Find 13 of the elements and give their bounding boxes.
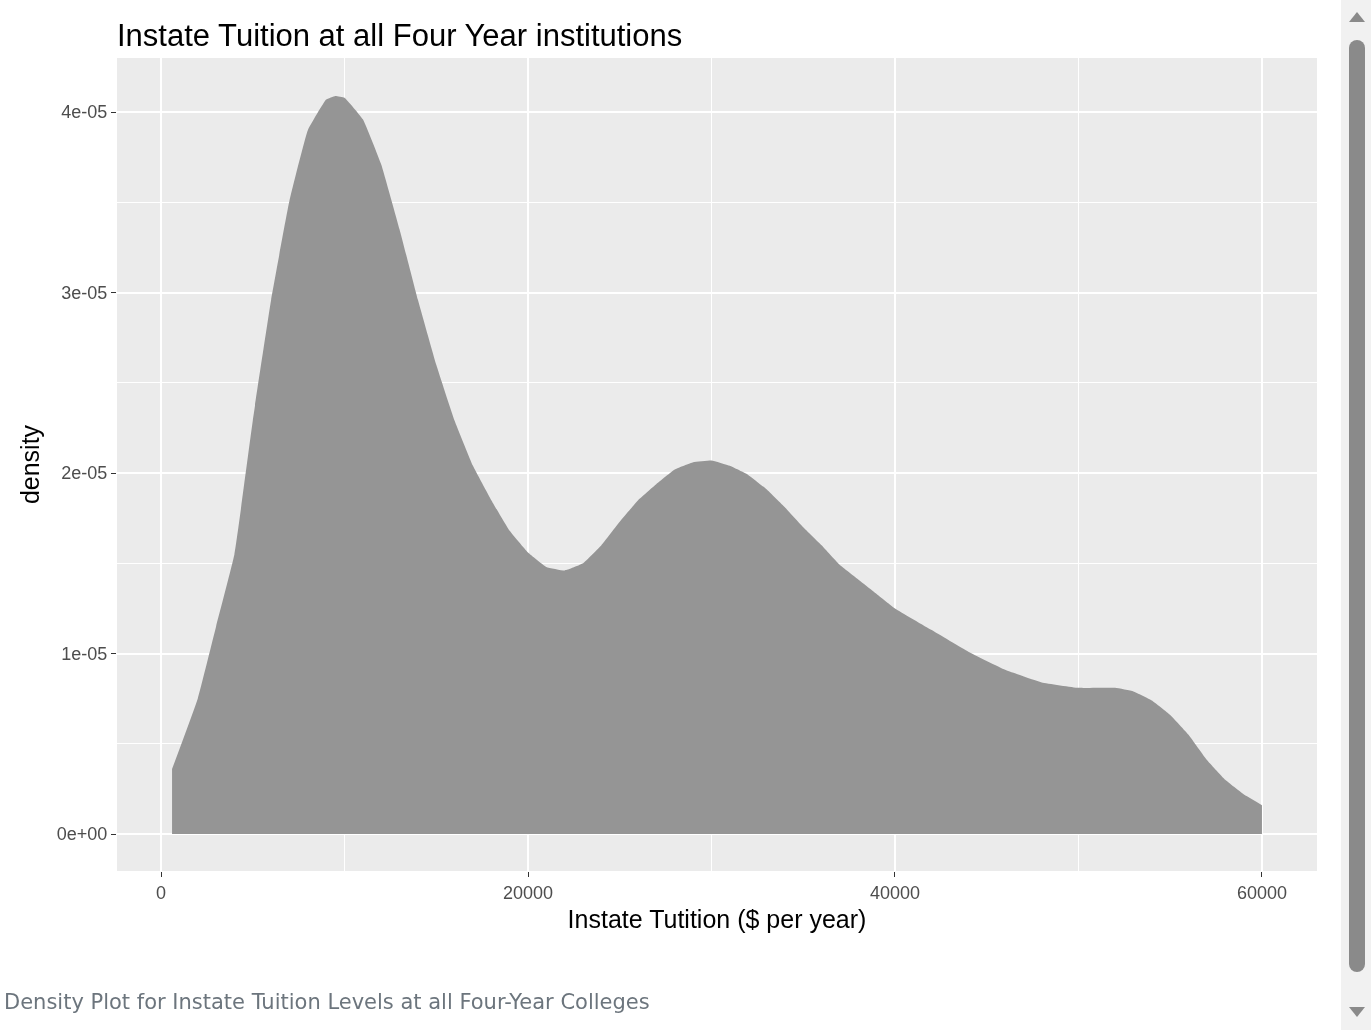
y-tick-label: 0e+00 (56, 824, 108, 845)
x-tick-label: 20000 (502, 882, 554, 903)
x-axis-title: Instate Tutition ($ per year) (567, 904, 867, 933)
y-tick-label: 3e-05 (61, 282, 108, 303)
y-tick-label: 1e-05 (61, 643, 108, 664)
x-tick-label: 0 (156, 882, 167, 903)
x-tick-label: 60000 (1236, 882, 1287, 903)
x-tick-label: 40000 (869, 882, 921, 903)
y-axis-title: density (15, 424, 44, 505)
chart-title: Instate Tuition at all Four Year institutions (117, 18, 683, 54)
y-tick-label: 2e-05 (61, 463, 108, 484)
y-tick-label: 4e-05 (61, 102, 108, 123)
text: Density Plot for Instate Tuition Levels at all Four-Year Colleges (4, 990, 650, 1014)
